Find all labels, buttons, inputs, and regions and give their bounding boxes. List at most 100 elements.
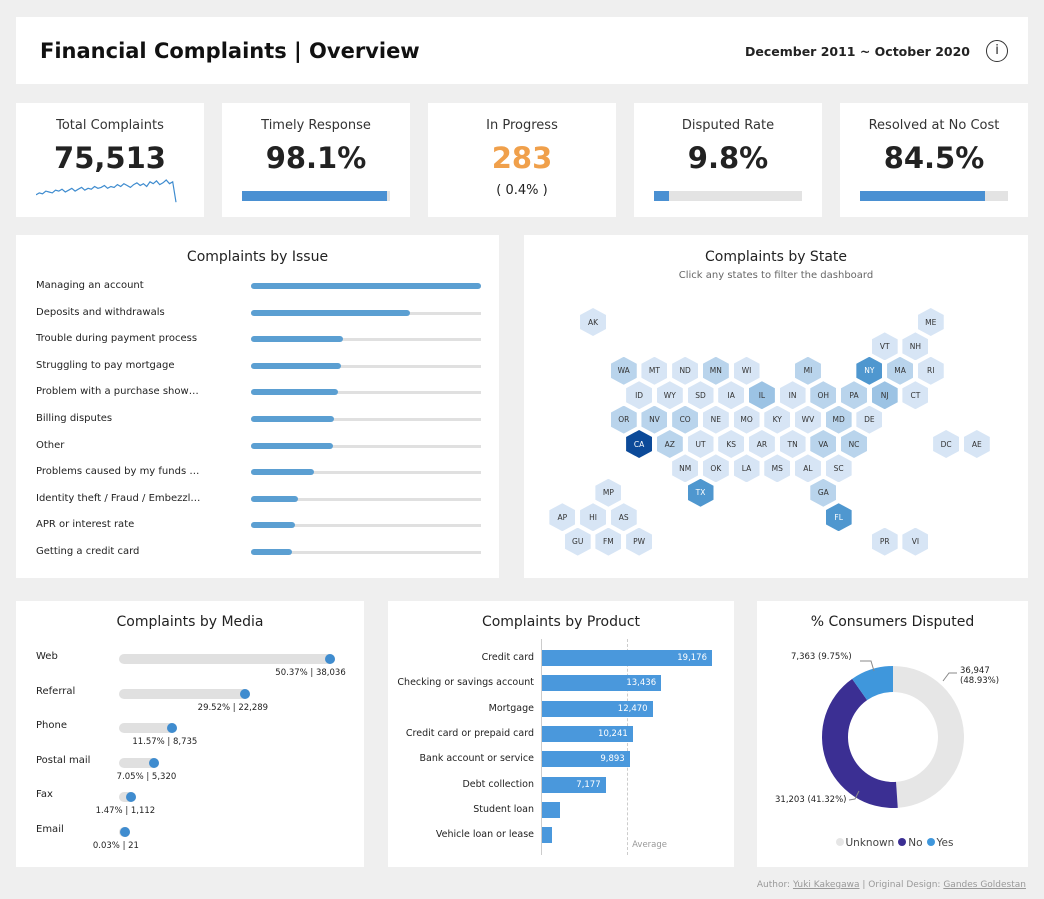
state-hex-gu[interactable]: GU: [564, 527, 591, 556]
info-icon[interactable]: i: [986, 40, 1008, 62]
kpi-in-progress: In Progress 283 ( 0.4% ): [428, 103, 616, 217]
state-hex-nc[interactable]: NC: [841, 430, 867, 458]
state-hex-ny[interactable]: NY: [856, 356, 883, 385]
issue-row[interactable]: Billing disputes: [36, 409, 481, 429]
state-hex-id[interactable]: ID: [626, 381, 653, 410]
state-hex-hi[interactable]: HI: [580, 503, 607, 532]
issue-row[interactable]: Deposits and withdrawals: [36, 303, 481, 323]
issue-row[interactable]: Getting a credit card: [36, 542, 481, 562]
state-hex-mi[interactable]: MI: [794, 356, 821, 385]
state-hex-ak[interactable]: AK: [580, 308, 607, 336]
issue-row[interactable]: Problems caused by my funds …: [36, 462, 481, 482]
state-hex-ms[interactable]: MS: [764, 454, 791, 483]
issue-row[interactable]: Problem with a purchase show…: [36, 382, 481, 402]
state-hex-al[interactable]: AL: [794, 454, 821, 483]
product-row[interactable]: Mortgage 12,470: [388, 700, 734, 719]
state-hex-ar[interactable]: AR: [748, 430, 775, 458]
state-hex-vi[interactable]: VI: [902, 527, 929, 556]
issue-bar-track: [251, 471, 481, 475]
donut-slice-yes[interactable]: [852, 666, 893, 701]
product-row[interactable]: Bank account or service 9,893: [388, 751, 734, 769]
state-hex-pr[interactable]: PR: [871, 527, 898, 556]
media-row[interactable]: Web 50.37% | 38,036: [36, 651, 366, 685]
state-hex-ia[interactable]: IA: [718, 381, 745, 410]
state-hex-wy[interactable]: WY: [656, 381, 683, 410]
author-link[interactable]: Yuki Kakegawa: [792, 880, 860, 890]
product-row[interactable]: Debt collection 7,177: [388, 776, 734, 795]
state-hex-wa[interactable]: WA: [610, 356, 637, 385]
state-hex-mt[interactable]: MT: [641, 356, 668, 385]
issue-row[interactable]: Struggling to pay mortgage: [36, 356, 481, 376]
product-row[interactable]: Credit card or prepaid card 10,241: [388, 725, 734, 744]
state-hex-md[interactable]: MD: [825, 405, 852, 434]
media-row[interactable]: Fax 1.47% | 1,112: [36, 789, 366, 823]
state-hex-co[interactable]: CO: [672, 405, 699, 434]
designer-link[interactable]: Gandes Goldestan: [943, 880, 1026, 890]
state-hex-me[interactable]: ME: [917, 308, 944, 336]
state-hex-ok[interactable]: OK: [702, 454, 729, 483]
media-label: Web: [36, 651, 58, 662]
average-label: Average: [632, 840, 667, 850]
product-row[interactable]: Student loan: [388, 801, 734, 820]
product-label: Credit card or prepaid card: [405, 727, 534, 739]
state-hex-tn[interactable]: TN: [779, 430, 806, 458]
state-hex-vt[interactable]: VT: [871, 332, 898, 361]
state-hex-mn[interactable]: MN: [702, 356, 729, 385]
page-title: Financial Complaints | Overview: [40, 39, 420, 63]
legend-dot-unknown: [835, 838, 844, 846]
state-hex-nd[interactable]: ND: [672, 356, 699, 385]
state-hex-pa[interactable]: PA: [841, 381, 867, 410]
media-row[interactable]: Phone 11.57% | 8,735: [36, 720, 366, 754]
state-hex-ks[interactable]: KS: [718, 430, 745, 458]
media-row[interactable]: Referral 29.52% | 22,289: [36, 686, 366, 720]
state-hex-dc[interactable]: DC: [933, 430, 960, 458]
issue-row[interactable]: Managing an account: [36, 276, 481, 296]
state-hex-wv[interactable]: WV: [794, 405, 821, 434]
issue-row[interactable]: APR or interest rate: [36, 515, 481, 535]
state-hex-mo[interactable]: MO: [733, 405, 760, 434]
state-hex-fl[interactable]: FL: [825, 503, 852, 532]
media-value-dot: [120, 826, 131, 837]
state-hex-or[interactable]: OR: [610, 405, 637, 434]
media-row[interactable]: Email 0.03% | 21: [36, 824, 366, 858]
state-hex-tx[interactable]: TX: [687, 478, 714, 507]
product-row[interactable]: Credit card 19,176: [388, 650, 734, 668]
state-hex-wi[interactable]: WI: [733, 356, 760, 385]
state-hex-sd[interactable]: SD: [687, 381, 714, 410]
state-hex-oh[interactable]: OH: [810, 381, 837, 410]
product-row[interactable]: Vehicle loan or lease: [388, 827, 734, 845]
issue-row[interactable]: Identity theft / Fraud / Embezzl…: [36, 489, 481, 509]
state-hex-ne[interactable]: NE: [702, 405, 729, 434]
state-hex-sc[interactable]: SC: [825, 454, 852, 483]
state-hex-nh[interactable]: NH: [902, 332, 929, 361]
state-hex-pw[interactable]: PW: [626, 527, 653, 556]
issue-row[interactable]: Other: [36, 436, 481, 456]
donut-slice-no[interactable]: [822, 678, 898, 808]
product-row[interactable]: Checking or savings account 13,436: [388, 675, 734, 693]
state-hex-nm[interactable]: NM: [672, 454, 699, 483]
state-hex-nv[interactable]: NV: [641, 405, 668, 434]
state-hex-ut[interactable]: UT: [687, 430, 714, 458]
state-hex-fm[interactable]: FM: [595, 527, 622, 556]
state-hex-mp[interactable]: MP: [595, 478, 622, 507]
state-hex-az[interactable]: AZ: [656, 430, 683, 458]
state-hex-in[interactable]: IN: [779, 381, 806, 410]
axis-line: [541, 639, 542, 855]
state-hex-va[interactable]: VA: [810, 430, 837, 458]
state-hex-as[interactable]: AS: [610, 503, 637, 532]
state-hex-de[interactable]: DE: [856, 405, 883, 434]
state-hex-ap[interactable]: AP: [549, 503, 576, 532]
state-hex-ct[interactable]: CT: [902, 381, 929, 410]
state-hex-ae[interactable]: AE: [963, 430, 990, 458]
issue-row[interactable]: Trouble during payment process: [36, 329, 481, 349]
state-hex-ky[interactable]: KY: [764, 405, 791, 434]
state-hex-ca[interactable]: CA: [626, 430, 653, 458]
state-hex-la[interactable]: LA: [733, 454, 760, 483]
state-hex-ri[interactable]: RI: [917, 356, 944, 385]
state-hex-ma[interactable]: MA: [887, 356, 914, 385]
media-row[interactable]: Postal mail 7.05% | 5,320: [36, 755, 366, 789]
donut-slice-unknown[interactable]: [893, 666, 964, 808]
state-hex-nj[interactable]: NJ: [871, 381, 898, 410]
state-hex-ga[interactable]: GA: [810, 478, 837, 507]
state-hex-il[interactable]: IL: [748, 381, 775, 410]
